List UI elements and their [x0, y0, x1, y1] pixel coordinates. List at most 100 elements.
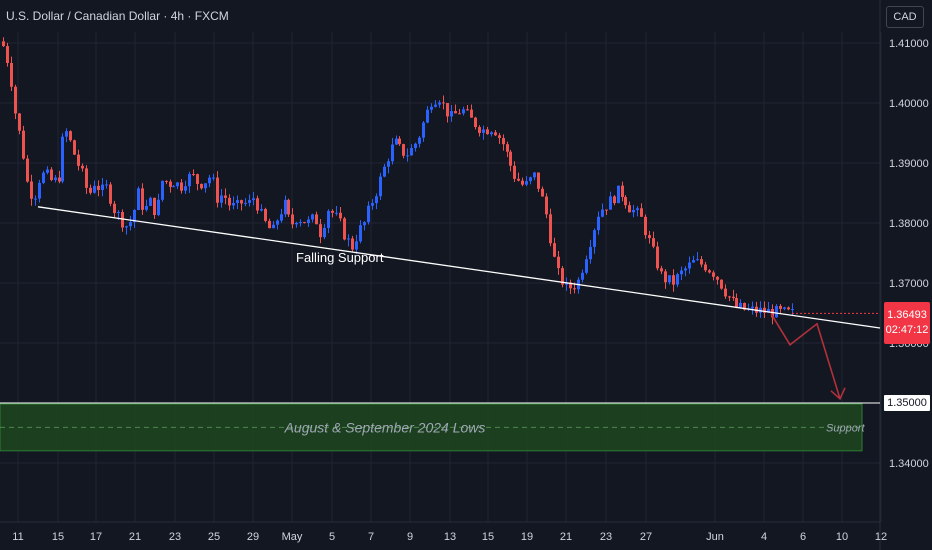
candle-body [141, 188, 144, 210]
candle-body [688, 262, 691, 269]
candle-body [668, 275, 671, 283]
candle-body [422, 122, 425, 138]
candle-body [652, 238, 655, 247]
candle-body [672, 275, 675, 285]
candle-body [180, 182, 183, 191]
candle-body [712, 272, 715, 277]
candle-body [307, 219, 310, 223]
candle-body [569, 282, 572, 289]
candle-body [767, 309, 770, 313]
candle-body [351, 238, 354, 250]
candle-body [739, 302, 742, 308]
support-zone [0, 403, 863, 452]
candle-body [506, 144, 509, 152]
candle-body [284, 199, 287, 215]
x-tick-label: 4 [761, 531, 767, 543]
candle-body [153, 197, 156, 216]
candle-body [260, 209, 263, 211]
candle-body [315, 214, 318, 225]
candle-body [410, 147, 413, 156]
candle-body [248, 200, 251, 203]
candle-body [204, 183, 207, 189]
candle-body [450, 111, 453, 117]
candle-body [585, 259, 588, 273]
x-tick-label: 29 [247, 531, 259, 543]
candle-body [525, 181, 528, 185]
candle-body [224, 195, 227, 198]
candles [2, 37, 794, 325]
candle-body [335, 212, 338, 214]
candle-body [660, 268, 663, 272]
x-tick-label: 12 [875, 531, 887, 543]
candle-body [486, 129, 489, 135]
candle-body [125, 226, 128, 228]
candle-body [339, 212, 342, 219]
candle-body [355, 241, 358, 250]
candle-body [601, 209, 604, 217]
candle-body [624, 197, 627, 206]
candle-body [680, 270, 683, 275]
candle-body [391, 144, 394, 162]
candle-body [133, 209, 136, 223]
candle-body [406, 155, 409, 157]
candle-body [73, 140, 76, 155]
candle-body [696, 259, 699, 261]
candle-body [109, 184, 112, 204]
candle-body [212, 177, 215, 179]
x-tick-label: 21 [129, 531, 141, 543]
candle-body [375, 196, 378, 204]
currency-button[interactable]: CAD [886, 6, 924, 28]
candle-body [303, 222, 306, 224]
candle-body [787, 307, 790, 310]
candle-body [117, 212, 120, 214]
candle-body [81, 165, 84, 169]
candle-body [434, 104, 437, 107]
candle-body [319, 224, 322, 238]
candle-body [272, 224, 275, 229]
candle-body [220, 195, 223, 203]
x-tick-label: 17 [90, 531, 102, 543]
arrow-head-icon [830, 387, 846, 401]
chart-title: U.S. Dollar / Canadian Dollar · 4h · FXC… [6, 9, 229, 23]
candle-body [597, 216, 600, 231]
candle-body [458, 113, 461, 115]
candle-body [196, 174, 199, 184]
candle-body [720, 279, 723, 289]
candle-body [14, 86, 17, 114]
candle-body [763, 307, 766, 313]
x-tick-label: 5 [329, 531, 335, 543]
candle-body [6, 46, 9, 63]
candle-body [537, 172, 540, 189]
candle-body [46, 169, 49, 173]
candle-body [208, 177, 211, 184]
candle-body [533, 172, 536, 178]
candle-body [371, 203, 374, 206]
candle-body [462, 109, 465, 114]
candle-body [295, 222, 298, 225]
candle-body [402, 144, 405, 156]
candle-body [581, 272, 584, 280]
time-axis: 11 15 17 21 23 25 29 May 5 7 9 13 15 19 21 23 27 Jun 4 6 10 1… [12, 531, 887, 543]
candle-body [704, 264, 707, 271]
x-tick-label: 23 [169, 531, 181, 543]
candle-body [69, 131, 72, 141]
x-tick-label: 11 [12, 531, 23, 543]
candle-body [724, 288, 727, 297]
candle-body [775, 305, 778, 318]
zone-label: August & September 2024 Lows [284, 419, 486, 435]
candle-body [743, 302, 746, 310]
x-tick-label: 15 [52, 531, 64, 543]
candle-body [343, 218, 346, 240]
candle-body [165, 180, 168, 182]
candle-body [22, 130, 25, 159]
candle-body [387, 161, 390, 167]
candle-body [200, 183, 203, 189]
candle-body [589, 246, 592, 260]
x-tick-label: 9 [407, 531, 413, 543]
candle-body [676, 274, 679, 285]
candle-body [97, 185, 100, 191]
candle-body [157, 199, 160, 216]
candle-body [779, 305, 782, 309]
x-tick-label: 13 [444, 531, 456, 543]
